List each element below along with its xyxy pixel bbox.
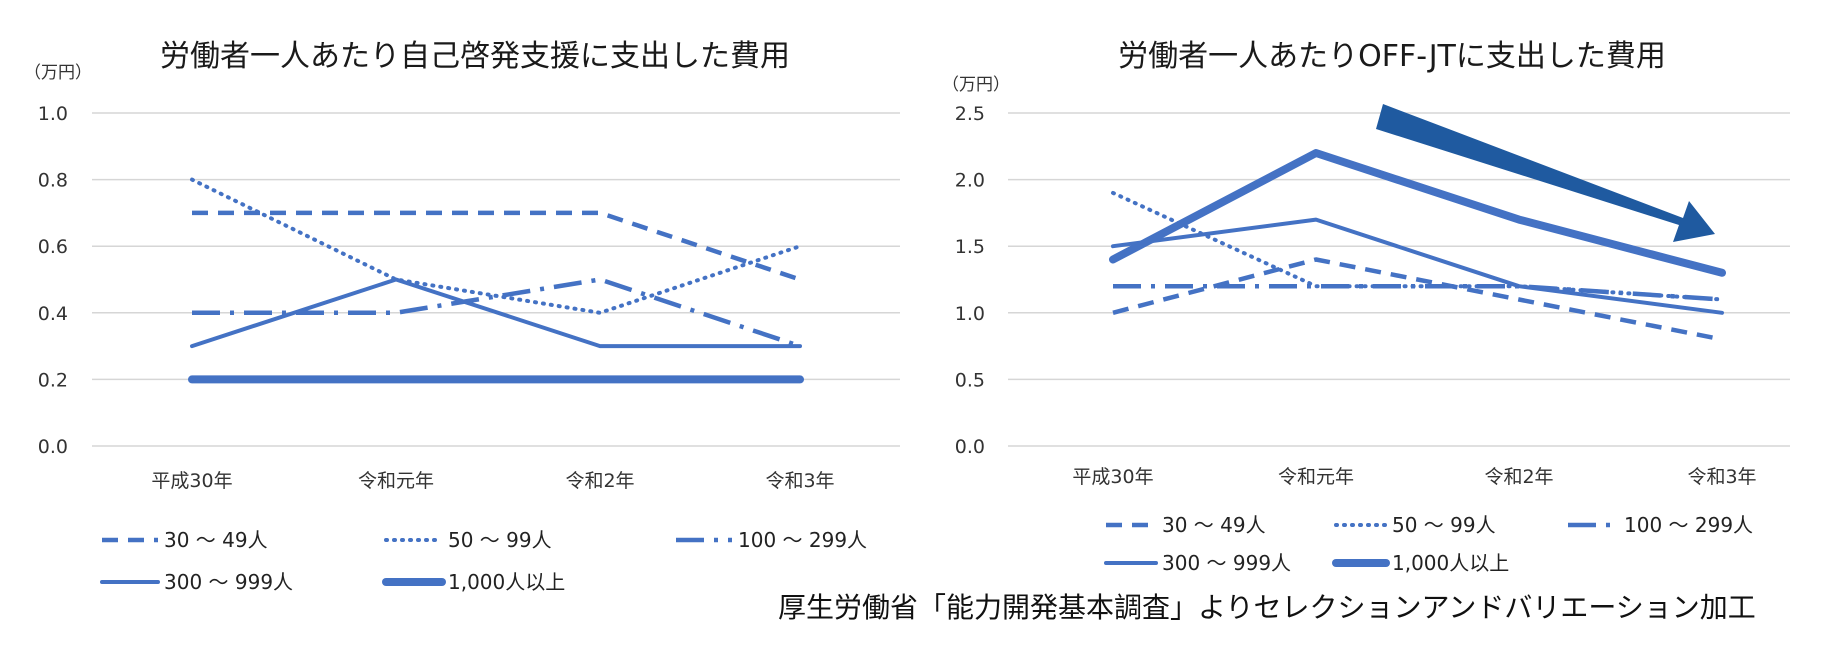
legend-label: 50 ～ 99人 [1392,513,1496,537]
legend-label: 100 ～ 299人 [738,528,867,552]
chart-right-off-jt: 労働者一人あたりOFF-JTに支出した費用 （万円） 0.0 0.5 1.0 1.5 2… [942,39,1790,575]
chart-left-legend: 30 ～ 49人 50 ～ 99人 100 ～ 299人 300 ～ 999人 1,00… [100,528,867,594]
y-tick-label: 0.5 [955,369,985,391]
x-tick-label: 令和2年 [565,470,634,492]
y-tick-label: 1.5 [955,236,985,258]
x-tick-label: 令和3年 [765,470,834,492]
chart-left-x-ticks: 平成30年 令和元年 令和2年 令和3年 [151,470,834,492]
chart-left-grid [92,112,900,447]
x-tick-label: 平成30年 [151,470,232,492]
series-line-dash [1112,257,1723,342]
legend-label: 300 ～ 999人 [1162,551,1291,575]
chart-right-title: 労働者一人あたりOFF-JTに支出した費用 [1118,39,1666,74]
trend-arrow-annotation [1376,104,1715,242]
chart-right-series-lines [1109,149,1726,342]
chart-right-x-ticks: 平成30年 令和元年 令和2年 令和3年 [1072,466,1756,488]
y-tick-label: 0.4 [38,303,68,325]
series-line-dot [190,177,802,315]
x-tick-label: 令和元年 [358,470,434,492]
legend-label: 100 ～ 299人 [1624,513,1753,537]
y-tick-label: 1.0 [38,103,68,125]
chart-left-unit-label: （万円） [24,63,92,83]
legend-label: 1,000人以上 [448,570,565,594]
x-tick-label: 平成30年 [1072,466,1153,488]
legend-label: 30 ～ 49人 [1162,513,1266,537]
x-tick-label: 令和2年 [1484,466,1553,488]
y-tick-label: 2.0 [955,170,985,192]
series-line-solid [190,277,802,349]
chart-left-series-lines [188,177,804,384]
series-line-dashdot [1113,283,1723,302]
source-caption: 厚生労働省「能力開発基本調査」よりセレクションアンドバリエーション加工 [778,591,1756,624]
y-tick-label: 0.8 [38,170,68,192]
y-tick-label: 0.0 [955,436,985,458]
legend-label: 1,000人以上 [1392,551,1509,575]
chart-left-self-development: 労働者一人あたり自己啓発支援に支出した費用 （万円） 0.00.20.40.60… [24,39,900,594]
chart-right-y-ticks: 0.0 0.5 1.0 1.5 2.0 2.5 [955,103,985,458]
chart-right-legend: 30 ～ 49人 50 ～ 99人 100 ～ 299人 300 ～ 999人 1,00… [1104,513,1753,575]
chart-left-y-ticks: 0.0 0.2 0.4 0.6 0.8 1.0 [38,103,68,458]
y-tick-label: 0.0 [38,436,68,458]
y-tick-label: 2.5 [955,103,985,125]
series-line-solid [1111,217,1724,315]
legend-label: 30 ～ 49人 [164,528,268,552]
y-tick-label: 1.0 [955,303,985,325]
y-tick-label: 0.2 [38,369,68,391]
x-tick-label: 令和3年 [1687,466,1756,488]
series-line-thick [1109,149,1726,277]
x-tick-label: 令和元年 [1278,466,1354,488]
legend-label: 50 ～ 99人 [448,528,552,552]
legend-label: 300 ～ 999人 [164,570,293,594]
chart-right-grid [1008,112,1790,447]
chart-right-unit-label: （万円） [942,75,1010,95]
chart-left-title: 労働者一人あたり自己啓発支援に支出した費用 [160,39,790,74]
y-tick-label: 0.6 [38,236,68,258]
